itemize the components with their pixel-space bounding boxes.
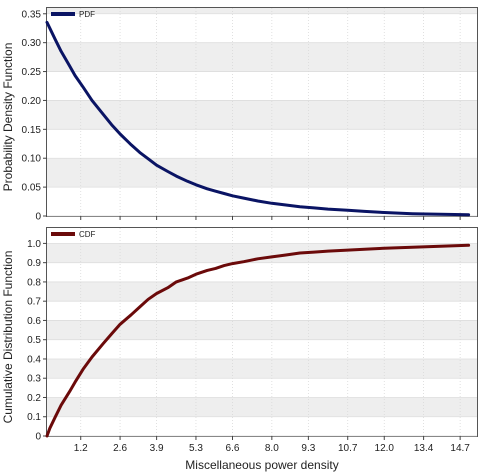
cdf-y-tick-label: 0: [35, 432, 41, 443]
cdf-x-tick-label: 2.6: [113, 443, 127, 454]
cdf-grid-band: [47, 397, 477, 417]
cdf-series-line: [45, 243, 471, 438]
pdf-legend-label: PDF: [79, 10, 95, 19]
cdf-legend-swatch: [51, 232, 75, 236]
cdf-x-tick-label: 5.3: [189, 443, 203, 454]
pdf-y-tick-label: 0.30: [22, 38, 42, 49]
pdf-y-tick-label: 0: [35, 212, 41, 223]
cdf-grid-band: [47, 320, 477, 340]
cdf-x-tick-label: 12.0: [375, 443, 395, 454]
pdf-grid-band: [47, 8, 477, 14]
cdf-y-tick-label: 0.3: [27, 374, 41, 385]
cdf-panel: Cumulative Distribution Function Miscell…: [1, 227, 478, 472]
cdf-x-tick-label: 8.0: [265, 443, 279, 454]
cdf-y-tick-label: 0.1: [27, 412, 41, 423]
cdf-x-tick-label: 13.4: [414, 443, 434, 454]
cdf-x-tick-label: 1.2: [74, 443, 88, 454]
pdf-y-tick-label: 0.05: [22, 183, 42, 194]
pdf-y-tick-label: 0.15: [22, 125, 42, 136]
pdf-y-tick-label: 0.20: [22, 96, 42, 107]
pdf-y-axis-title: Probability Density Function: [1, 43, 15, 192]
cdf-y-tick-label: 1.0: [27, 239, 41, 250]
cdf-y-tick-label: 0.9: [27, 258, 41, 269]
cdf-y-tick-label: 0.6: [27, 316, 41, 327]
x-axis-title: Miscellaneous power density: [185, 458, 338, 472]
pdf-y-tick-label: 0.25: [22, 67, 42, 78]
cdf-grid-band: [47, 358, 477, 379]
pdf-y-tick-label: 0.10: [22, 154, 42, 165]
pdf-grid-band: [47, 100, 477, 130]
cdf-x-tick-label: 3.9: [150, 443, 164, 454]
cdf-y-tick-label: 0.2: [27, 393, 41, 404]
cdf-x-tick-label: 6.6: [226, 443, 240, 454]
pdf-legend-swatch: [51, 12, 75, 16]
pdf-panel: Probability Density Function 0 0.05 0.10 0.…: [1, 7, 478, 223]
cdf-x-tick-label: 10.7: [338, 443, 358, 454]
pdf-series-line: [45, 20, 471, 217]
cdf-y-tick-label: 0.7: [27, 297, 41, 308]
cdf-y-tick-label: 0.5: [27, 335, 41, 346]
cdf-x-tick-label: 14.7: [450, 443, 470, 454]
pdf-grid-band: [47, 158, 477, 188]
cdf-y-tick-label: 0.4: [27, 354, 41, 365]
pdf-grid-band: [47, 42, 477, 72]
cdf-x-tick-label: 9.3: [301, 443, 315, 454]
cdf-legend-label: CDF: [79, 230, 96, 239]
pdf-y-tick-label: 0.35: [22, 9, 42, 20]
cdf-y-axis-title: Cumulative Distribution Function: [1, 251, 15, 424]
cdf-grid-band: [47, 281, 477, 302]
cdf-y-tick-label: 0.8: [27, 277, 41, 288]
